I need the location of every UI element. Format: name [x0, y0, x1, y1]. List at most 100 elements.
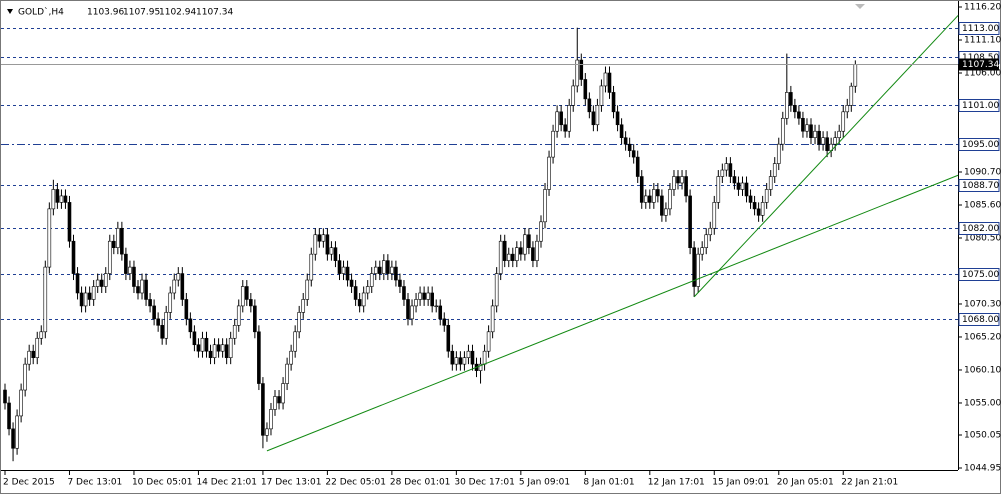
candle-body — [192, 331, 197, 346]
candle-body — [55, 189, 60, 203]
candle-body — [301, 299, 306, 313]
candle-body — [740, 182, 745, 190]
candle-body — [35, 337, 40, 358]
candle-body — [768, 176, 773, 190]
candle-body — [736, 182, 741, 190]
candle-body — [764, 189, 769, 203]
candle-body — [776, 143, 781, 164]
candle-body — [11, 428, 15, 449]
candle-body — [285, 363, 289, 384]
candle-body — [140, 279, 144, 294]
candle-body — [390, 266, 394, 274]
candle-body — [196, 344, 201, 352]
candle-body — [752, 202, 757, 210]
candle-body — [615, 111, 620, 126]
candle-body — [506, 253, 511, 261]
candle-body — [31, 350, 36, 358]
candle-body — [132, 266, 136, 287]
candle-body — [410, 305, 414, 320]
candle-body — [458, 357, 463, 365]
candle-body — [144, 279, 148, 300]
candle-body — [212, 344, 217, 358]
candle-body — [527, 234, 531, 248]
candle-body — [107, 240, 112, 274]
candle-body — [361, 292, 366, 307]
candle-body — [623, 137, 628, 145]
candle-body — [245, 286, 249, 300]
candle-body — [83, 292, 88, 307]
candle-body — [257, 331, 261, 384]
candle-body — [269, 409, 273, 430]
candle-body — [744, 182, 749, 197]
candle-body — [277, 396, 281, 404]
candle-body — [172, 279, 177, 294]
candle-body — [801, 117, 805, 132]
current-price-label: 1107.34 — [962, 60, 999, 70]
candle-body — [365, 286, 370, 294]
candle-body — [853, 64, 858, 87]
y-tick-label: 1044.95 — [964, 464, 1001, 474]
candle-body — [3, 389, 7, 404]
candle-body — [789, 92, 793, 106]
candle-body — [220, 344, 225, 352]
candle-body — [91, 286, 96, 300]
candle-body — [136, 286, 140, 294]
candle-body — [498, 240, 503, 274]
symbol-menu-arrow[interactable] — [7, 9, 13, 14]
candle-body — [833, 137, 837, 145]
candle-body — [79, 292, 84, 307]
candle-body — [164, 312, 168, 339]
candle-body — [265, 428, 269, 436]
candle-body — [551, 130, 555, 158]
candle-body — [184, 299, 189, 320]
candle-body — [297, 312, 301, 333]
candle-body — [462, 357, 467, 365]
level-label-box — [958, 268, 1000, 281]
candle-body — [664, 208, 668, 216]
candle-body — [128, 266, 132, 274]
candle-body — [692, 247, 696, 287]
candle-body — [406, 299, 410, 320]
level-label-box — [958, 179, 1000, 192]
candle-body — [75, 273, 80, 294]
candle-body — [631, 150, 636, 158]
candle-body — [394, 266, 398, 281]
current-price-box — [959, 58, 999, 71]
level-label-box — [958, 222, 1000, 235]
candle-body — [168, 292, 173, 313]
candle-body — [59, 195, 64, 203]
candle-body — [99, 279, 104, 287]
candle-body — [756, 208, 761, 216]
candle-body — [71, 240, 76, 274]
candle-body — [482, 350, 487, 365]
candle-body — [19, 389, 23, 417]
candle-body — [232, 325, 237, 339]
trendline — [693, 15, 959, 298]
candle-body — [216, 344, 221, 352]
candle-body — [680, 176, 684, 184]
candle-body — [486, 331, 491, 352]
candle-body — [797, 111, 801, 119]
level-label: 1101.00 — [962, 101, 999, 111]
candle-body — [595, 105, 600, 126]
candle-body — [583, 79, 588, 100]
candle-body — [575, 59, 580, 87]
candle-body — [688, 195, 692, 248]
x-tick-label: 14 Dec 21:01 — [196, 478, 257, 488]
candle-body — [309, 253, 314, 281]
candle-body — [470, 350, 475, 365]
candle-body — [95, 279, 100, 287]
candle-body — [700, 247, 704, 255]
candle-body — [728, 163, 733, 177]
candle-body — [515, 247, 519, 261]
candle-body — [676, 176, 680, 184]
candle-body — [845, 105, 850, 113]
level-label: 1088.70 — [962, 181, 999, 191]
candle-body — [120, 227, 124, 255]
candle-body — [156, 318, 160, 326]
candle-body — [454, 357, 459, 365]
candle-body — [627, 143, 632, 151]
candle-body — [51, 189, 56, 210]
candle-body — [357, 299, 362, 307]
